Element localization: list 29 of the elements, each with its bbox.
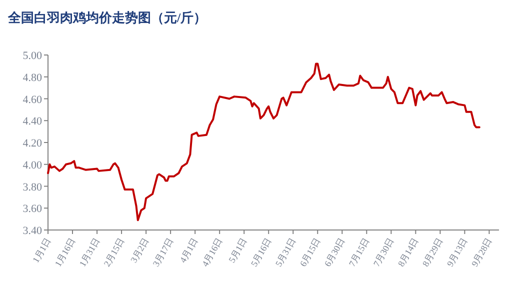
chart-title: 全国白羽肉鸡均价走势图（元/斤） [7, 10, 207, 25]
y-tick-label: 5.00 [22, 50, 42, 62]
y-tick-label: 4.60 [22, 94, 42, 106]
x-tick-label: 8月29日 [420, 236, 445, 268]
y-tick-label: 3.40 [22, 225, 42, 237]
x-tick-label: 8月14日 [396, 236, 420, 268]
y-tick-label: 4.00 [22, 159, 42, 172]
y-tick-label: 4.40 [22, 116, 42, 128]
x-tick-label: 1月1日 [30, 236, 53, 264]
x-tick-label: 6月30日 [322, 236, 347, 268]
x-tick-label: 4月1日 [178, 236, 200, 264]
y-tick-label: 3.80 [22, 181, 42, 194]
x-tick-label: 3月17日 [150, 236, 176, 268]
x-tick-label: 9月28日 [470, 236, 494, 268]
y-tick-label: 3.60 [22, 203, 42, 216]
x-tick-label: 2月15日 [102, 236, 126, 268]
y-tick-label: 4.80 [22, 72, 42, 84]
x-tick-label: 6月15日 [298, 236, 322, 268]
x-tick-label: 5月31日 [273, 236, 298, 268]
x-tick-label: 7月15日 [346, 236, 372, 268]
x-tick-label: 7月30日 [371, 236, 396, 268]
x-tick-label: 5月1日 [226, 236, 249, 264]
x-tick-label: 4月16日 [200, 236, 224, 268]
x-tick-label: 9月13日 [445, 236, 470, 268]
y-tick-label: 4.20 [22, 138, 42, 150]
x-tick-label: 1月16日 [52, 236, 78, 268]
x-tick-label: 1月31日 [77, 236, 102, 268]
x-tick-label: 3月2日 [128, 236, 151, 264]
x-tick-label: 5月16日 [248, 236, 274, 268]
